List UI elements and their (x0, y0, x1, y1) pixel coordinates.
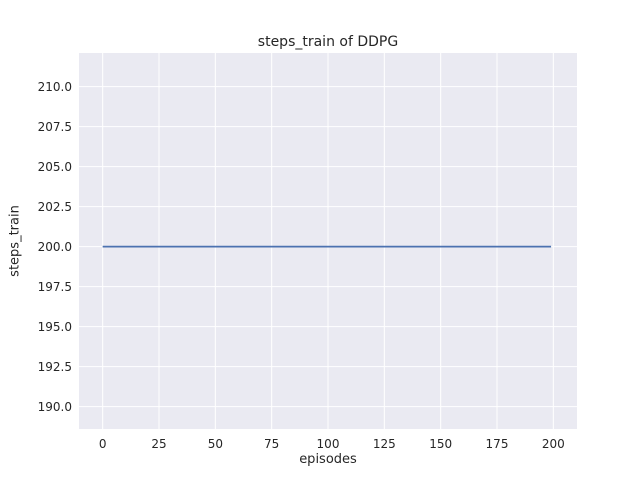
y-tick-label: 207.5 (37, 119, 72, 134)
x-tick-label: 25 (151, 437, 167, 451)
y-tick-label: 192.5 (37, 359, 72, 374)
x-axis-label: episodes (299, 452, 357, 467)
chart-title: steps_train of DDPG (257, 34, 399, 50)
x-tick-label: 50 (207, 437, 223, 451)
y-tick-label: 205.0 (37, 159, 72, 174)
plot-area (79, 53, 577, 429)
y-tick-label: 197.5 (37, 279, 72, 294)
y-tick-label: 202.5 (37, 199, 72, 214)
x-tick-label: 0 (98, 437, 107, 451)
x-tick-label: 75 (264, 437, 280, 451)
y-tick-label: 200.0 (37, 239, 72, 254)
x-tick-label: 125 (372, 437, 396, 451)
x-tick-label: 175 (485, 437, 509, 451)
y-tick-label: 190.0 (37, 399, 72, 414)
y-tick-label: 210.0 (37, 79, 72, 94)
x-tick-label: 200 (541, 437, 565, 451)
x-tick-label: 100 (316, 437, 340, 451)
y-tick-label: 195.0 (37, 319, 72, 334)
chart-canvas (79, 53, 577, 429)
x-tick-label: 150 (429, 437, 453, 451)
